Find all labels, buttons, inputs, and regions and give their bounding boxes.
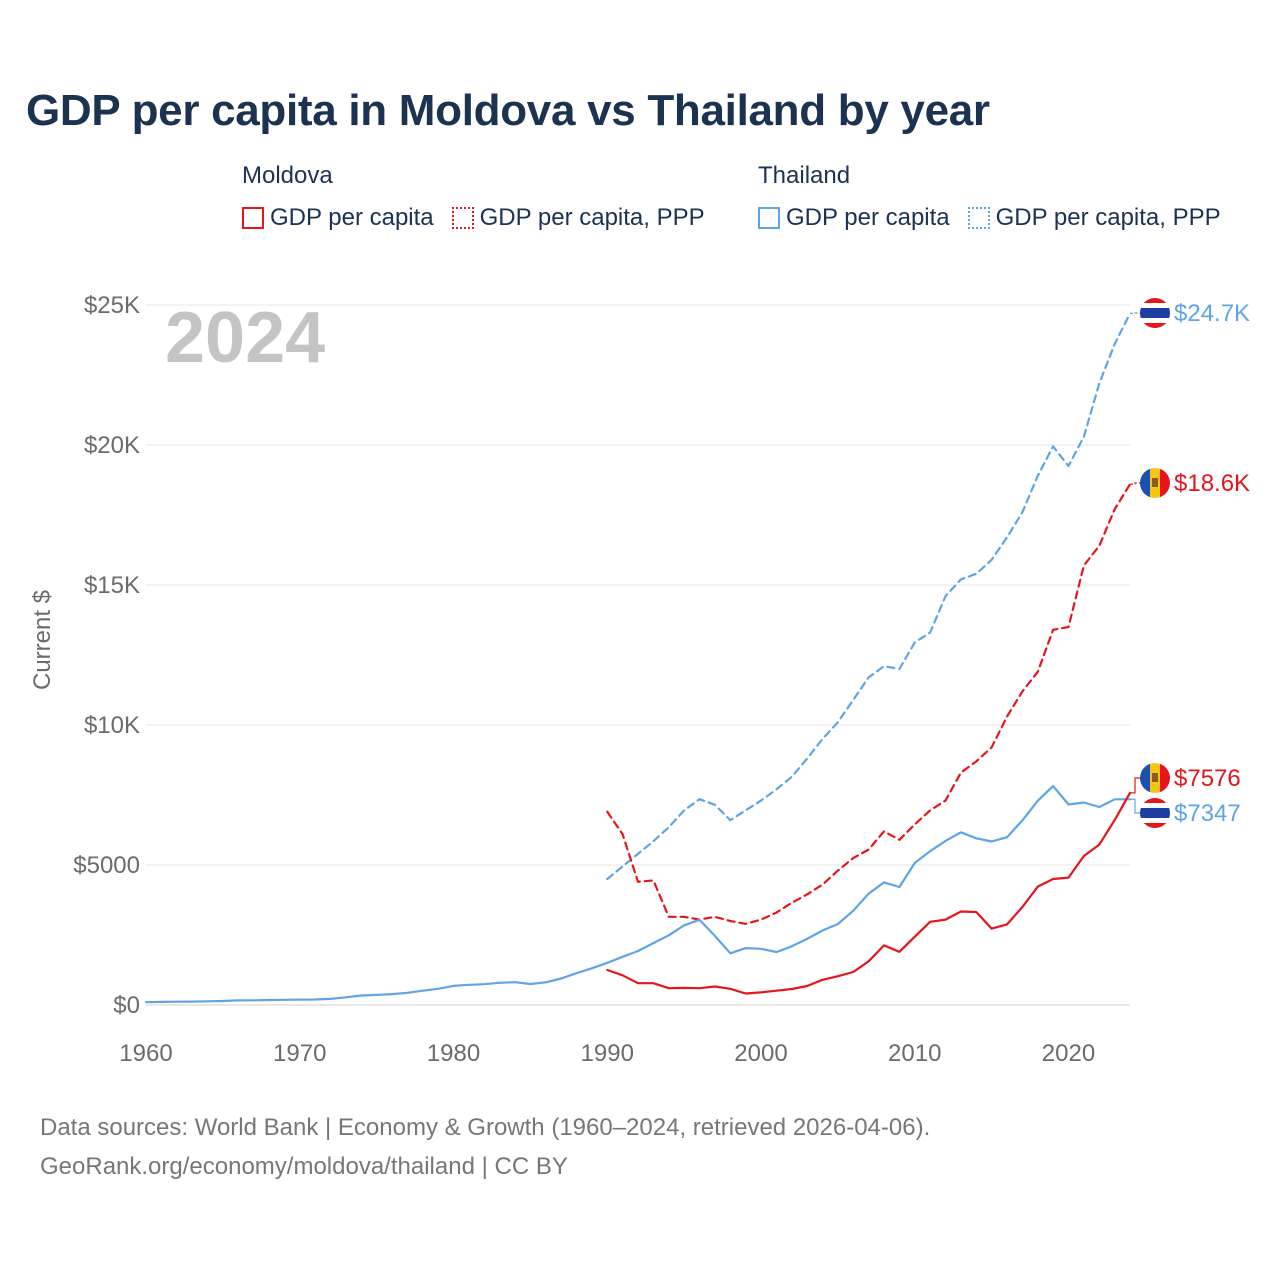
end-label-connector xyxy=(1130,482,1140,485)
legend-label: GDP per capita, PPP xyxy=(479,204,705,231)
x-tick-label: 1990 xyxy=(581,1040,634,1067)
data-sources: Data sources: World Bank | Economy & Gro… xyxy=(40,1108,930,1186)
thailand-flag-icon xyxy=(1140,298,1170,328)
y-tick-label: $20K xyxy=(84,432,140,459)
legend-swatch-dotted xyxy=(967,207,990,229)
x-tick-label: 1970 xyxy=(273,1040,326,1067)
source-line: Data sources: World Bank | Economy & Gro… xyxy=(40,1114,931,1141)
legend-group-title-moldova: Moldova xyxy=(242,162,333,189)
legend-item-moldova-gdp-ppp[interactable]: GDP per capita, PPP xyxy=(451,204,705,232)
moldova-flag-icon xyxy=(1140,763,1170,793)
thailand-flag-icon xyxy=(1140,798,1170,828)
end-value-label: $7347 xyxy=(1174,800,1241,827)
year-watermark: 2024 xyxy=(165,298,325,378)
url-line[interactable]: GeoRank.org/economy/moldova/thailand | C… xyxy=(40,1153,568,1180)
legend-item-thailand-gdp-ppp[interactable]: GDP per capita, PPP xyxy=(967,204,1221,232)
y-tick-label: $5000 xyxy=(73,852,140,879)
end-value-label: $24.7K xyxy=(1174,300,1250,327)
chart-title: GDP per capita in Moldova vs Thailand by… xyxy=(26,86,990,135)
legend-item-thailand-gdp[interactable]: GDP per capita xyxy=(758,204,950,232)
x-tick-label: 1980 xyxy=(427,1040,480,1067)
y-tick-label: $25K xyxy=(84,292,140,319)
legend-swatch-solid xyxy=(242,207,264,229)
y-tick-label: $10K xyxy=(84,712,140,739)
end-value-label: $18.6K xyxy=(1174,470,1250,497)
x-tick-label: 2020 xyxy=(1042,1040,1095,1067)
legend-swatch-solid xyxy=(758,207,780,229)
legend-group-moldova: Moldova GDP per capita GDP per capita, P… xyxy=(242,162,705,232)
legend-label: GDP per capita xyxy=(786,204,950,231)
series-line-moldova-gdp-per-capita-ppp[interactable] xyxy=(606,483,1132,925)
legend-item-moldova-gdp[interactable]: GDP per capita xyxy=(242,204,434,232)
end-value-label: $7576 xyxy=(1174,765,1241,792)
end-label-connector xyxy=(1130,798,1140,814)
moldova-flag-icon xyxy=(1140,468,1170,498)
series-line-moldova-gdp-per-capita[interactable] xyxy=(606,791,1132,995)
x-tick-label: 2010 xyxy=(888,1040,941,1067)
y-tick-label: $0 xyxy=(113,992,140,1019)
legend-swatch-dotted xyxy=(451,207,474,229)
legend-label: GDP per capita xyxy=(270,204,434,231)
series-line-thailand-gdp-per-capita[interactable] xyxy=(144,784,1132,1004)
x-tick-label: 2000 xyxy=(734,1040,787,1067)
x-tick-label: 1960 xyxy=(119,1040,172,1067)
series-line-thailand-gdp-per-capita-ppp[interactable] xyxy=(606,312,1132,881)
legend-group-thailand: Thailand GDP per capita GDP per capita, … xyxy=(758,162,1221,232)
legend-group-title-thailand: Thailand xyxy=(758,162,851,189)
legend-label: GDP per capita, PPP xyxy=(995,204,1221,231)
end-label-connector xyxy=(1130,777,1140,794)
y-axis-title: Current $ xyxy=(29,590,56,690)
y-tick-label: $15K xyxy=(84,572,140,599)
